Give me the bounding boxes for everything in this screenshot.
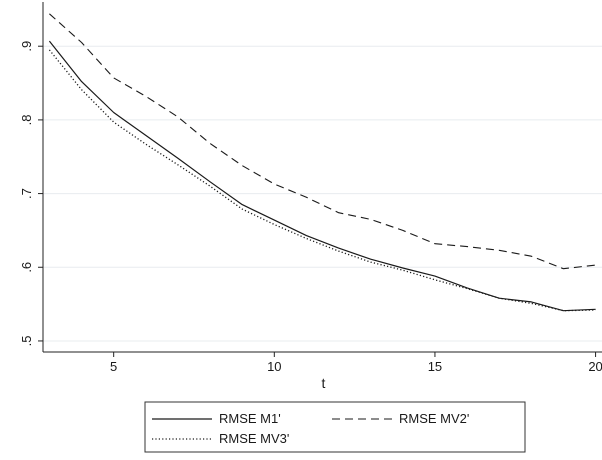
axis-labels: .5 .6 .7 .8 .9 5 10 15 20 t bbox=[19, 41, 602, 391]
gridlines bbox=[43, 45, 602, 342]
y-tick-label: .9 bbox=[19, 41, 34, 52]
y-tick-label: .8 bbox=[19, 114, 34, 125]
axes bbox=[38, 2, 602, 357]
legend-label-3: RMSE MV3' bbox=[219, 431, 289, 446]
legend-box bbox=[144, 401, 526, 453]
series-lines bbox=[48, 13, 596, 312]
legend-label-2: RMSE MV2' bbox=[399, 411, 469, 426]
x-tick-label: 20 bbox=[588, 359, 602, 374]
x-axis-title: t bbox=[322, 375, 326, 391]
y-tick-label: .6 bbox=[19, 262, 34, 273]
x-tick-label: 10 bbox=[267, 359, 281, 374]
legend-label-1: RMSE M1' bbox=[219, 411, 281, 426]
y-tick-label: .5 bbox=[19, 336, 34, 347]
x-tick-label: 5 bbox=[110, 359, 117, 374]
y-tick-label: .7 bbox=[19, 188, 34, 199]
x-tick-label: 15 bbox=[428, 359, 442, 374]
series-line-2 bbox=[49, 13, 596, 270]
legend: RMSE M1' RMSE MV2' RMSE MV3' bbox=[144, 401, 526, 453]
series-line-1 bbox=[48, 40, 596, 312]
series-line-3 bbox=[48, 49, 596, 312]
